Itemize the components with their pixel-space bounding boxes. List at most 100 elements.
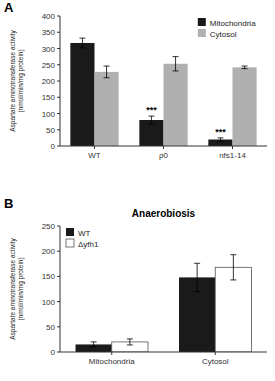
x-tick — [232, 146, 233, 149]
y-axis-label-line: Aspartate aminotransferase activity — [9, 29, 17, 131]
y-tick-label: 400 — [42, 12, 56, 21]
y-tick — [57, 48, 60, 49]
y-axis-label-line: (nmol/min/mg protein) — [17, 49, 25, 112]
x-axis — [60, 352, 267, 353]
marks — [70, 38, 256, 146]
error-line — [82, 38, 83, 48]
y-tick — [57, 251, 60, 252]
error-cap — [173, 70, 179, 71]
panel-label: B — [4, 196, 13, 211]
error-cap — [148, 116, 154, 117]
y-tick — [57, 146, 60, 147]
bar — [139, 120, 163, 146]
panel-label: A — [4, 0, 14, 15]
error-cap — [104, 77, 110, 78]
y-tick — [57, 32, 60, 33]
bar — [164, 64, 188, 146]
y-tick-label: 50 — [46, 323, 55, 332]
error-cap — [91, 346, 97, 347]
error-cap — [194, 263, 200, 264]
legend-swatch — [198, 18, 206, 26]
legend-swatch — [198, 29, 206, 37]
y-tick-label: 0 — [51, 348, 56, 357]
error-bar — [148, 116, 154, 124]
y-axis-label-line: Aspartate aminotransferase activity — [9, 237, 17, 339]
error-cap — [173, 56, 179, 57]
y-tick — [57, 81, 60, 82]
error-line — [197, 263, 198, 291]
y-tick — [57, 352, 60, 353]
y-tick-label: 150 — [42, 93, 56, 102]
bar — [95, 72, 119, 146]
error-line — [233, 255, 234, 280]
legend: WT Δyfh1 — [66, 228, 99, 249]
x-tick — [215, 352, 216, 355]
y-tick — [57, 97, 60, 98]
bar — [70, 43, 94, 146]
error-bar — [230, 255, 236, 280]
y-tick — [57, 129, 60, 130]
error-line — [106, 66, 107, 78]
x-tick-label: Mitochondria — [89, 357, 135, 366]
x-tick-label: ρ0 — [159, 151, 169, 160]
error-bar — [217, 138, 223, 141]
error-bar — [91, 342, 97, 347]
y-tick — [57, 226, 60, 227]
title: Anaerobiosis — [132, 208, 196, 219]
error-cap — [230, 279, 236, 280]
error-line — [151, 116, 152, 124]
error-cap — [217, 141, 223, 142]
legend-label: Δyfh1 — [78, 240, 99, 249]
y-tick-label: 50 — [46, 126, 55, 135]
error-bar — [79, 38, 85, 48]
error-cap — [104, 66, 110, 67]
bar — [233, 67, 257, 146]
x-tick — [94, 146, 95, 149]
legend: Mitochondria Cytosol — [198, 18, 256, 39]
y-tick-label: 200 — [42, 77, 56, 86]
y-tick-label: 300 — [42, 45, 56, 54]
legend-label: Cytosol — [210, 30, 237, 39]
x-tick — [111, 352, 112, 355]
y-tick — [57, 301, 60, 302]
error-cap — [127, 344, 133, 345]
y-tick-label: 100 — [42, 298, 56, 307]
error-cap — [217, 137, 223, 138]
error-line — [220, 138, 221, 141]
legend-label: WT — [78, 229, 91, 238]
error-cap — [242, 68, 248, 69]
error-bar — [104, 66, 110, 78]
legend-label: Mitochondria — [210, 19, 256, 28]
panel: BAnaerobiosis050100150200250Mitochondria… — [4, 196, 267, 366]
bar — [215, 267, 251, 352]
error-line — [93, 342, 94, 347]
error-cap — [148, 123, 154, 124]
error-line — [129, 339, 130, 345]
error-cap — [79, 47, 85, 48]
legend-swatch — [66, 239, 74, 247]
panel: A******050100150200250300350400WTρ0nfs1-… — [4, 0, 267, 160]
error-cap — [242, 66, 248, 67]
y-tick-label: 100 — [42, 110, 56, 119]
error-line — [175, 57, 176, 71]
x-tick-label: Cytosol — [202, 357, 229, 366]
error-cap — [127, 338, 133, 339]
error-bar — [127, 339, 133, 345]
y-tick-label: 150 — [42, 272, 56, 281]
y-tick-label: 250 — [42, 61, 56, 70]
marks — [76, 255, 252, 352]
error-bar — [242, 66, 248, 69]
error-bar — [173, 57, 179, 71]
x-tick — [163, 146, 164, 149]
y-tick — [57, 326, 60, 327]
x-tick-label: nfs1-14 — [219, 151, 246, 160]
annotation: *** — [146, 105, 157, 115]
y-tick — [57, 64, 60, 65]
annotation: *** — [215, 127, 226, 137]
y-tick — [57, 276, 60, 277]
error-cap — [230, 254, 236, 255]
y-axis-label-line: (nmol/min/mg protein) — [17, 257, 25, 320]
y-tick — [57, 16, 60, 17]
error-cap — [194, 291, 200, 292]
y-tick-label: 200 — [42, 247, 56, 256]
